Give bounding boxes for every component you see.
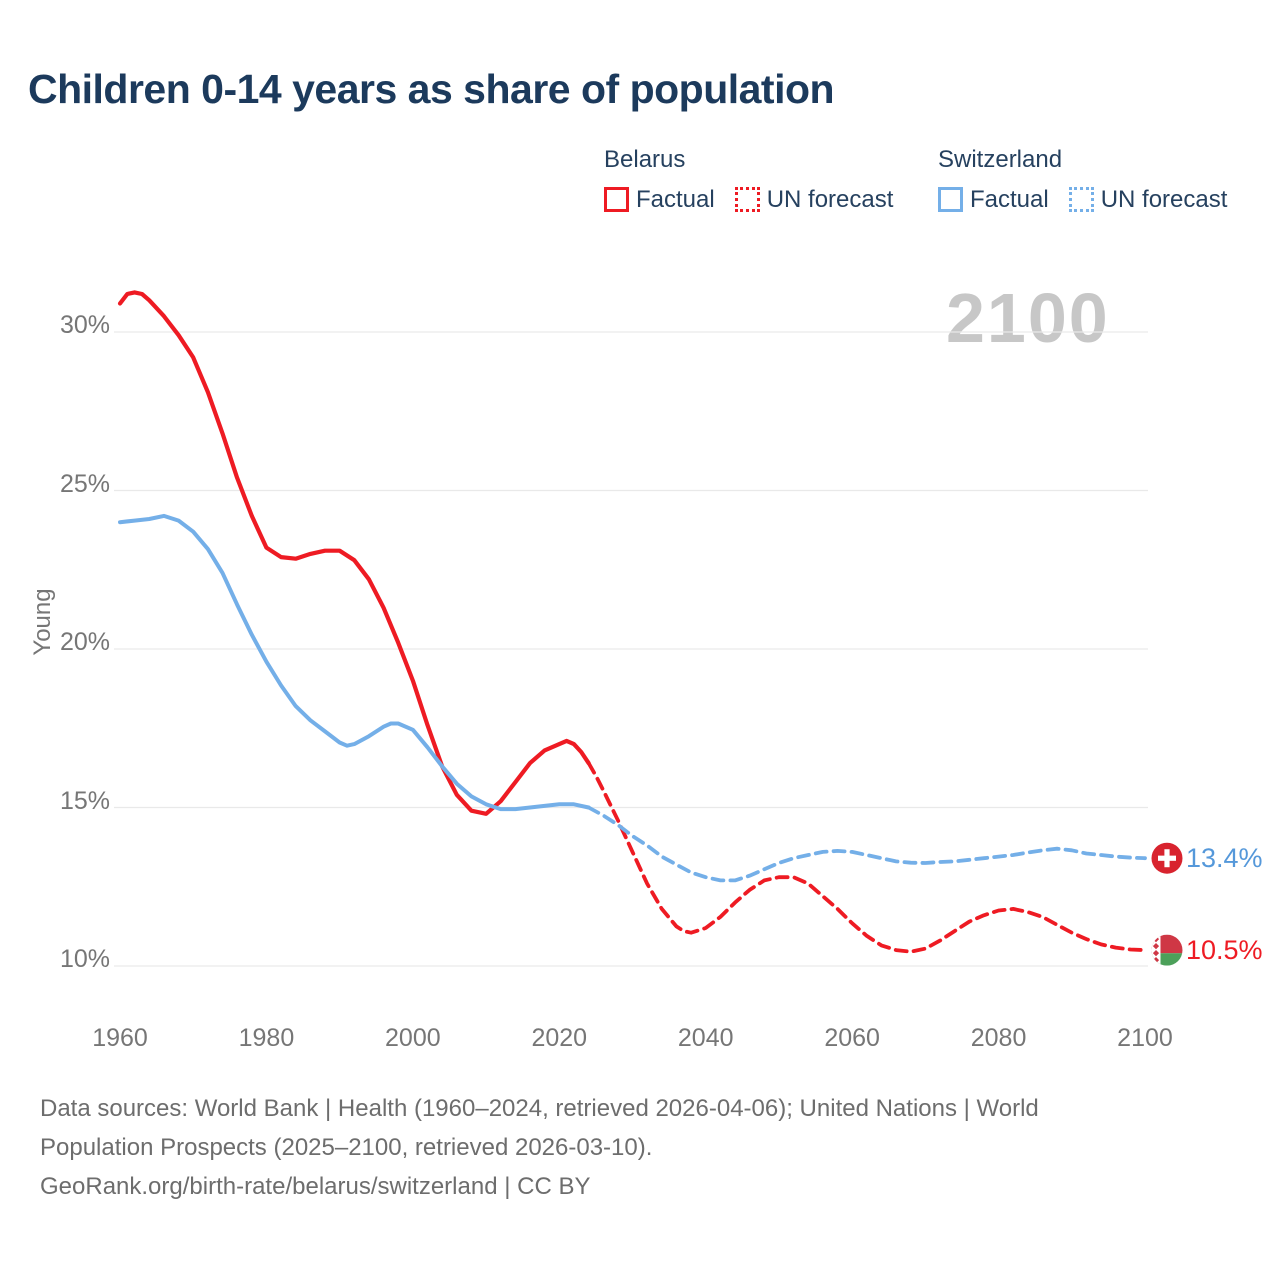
legend-items-switzerland: Factual UN forecast — [938, 187, 1227, 212]
x-tick-label: 2100 — [1117, 1024, 1173, 1052]
data-sources-line-2: Population Prospects (2025–2100, retriev… — [40, 1134, 653, 1161]
legend-item-label: UN forecast — [766, 186, 894, 213]
x-tick-label: 2020 — [531, 1024, 588, 1052]
belarus-end-value-label: 10.5% — [1185, 935, 1263, 966]
series-belarus-forecast-line — [586, 761, 1147, 954]
y-axis-title: Young — [29, 588, 56, 656]
switzerland-factual-swatch-icon — [938, 187, 963, 212]
y-tick-label: 10% — [59, 945, 110, 973]
belarus-factual-swatch-icon — [604, 187, 629, 212]
legend-group-switzerland: Switzerland Factual UN forecast — [938, 146, 1227, 212]
legend-group-belarus: Belarus Factual UN forecast — [604, 146, 893, 212]
legend-item-belarus-forecast[interactable]: UN forecast — [734, 186, 894, 213]
legend-item-switzerland-forecast[interactable]: UN forecast — [1068, 186, 1228, 213]
belarus-flag-icon — [1151, 934, 1183, 966]
watermark-year: 2100 — [946, 279, 1110, 357]
legend-item-label: Factual — [970, 186, 1049, 213]
switzerland-end-value-label: 13.4% — [1185, 843, 1263, 874]
data-sources-line-3[interactable]: GeoRank.org/birth-rate/belarus/switzerla… — [40, 1173, 591, 1200]
page-title: Children 0-14 years as share of populati… — [28, 66, 835, 112]
legend-item-belarus-factual[interactable]: Factual — [604, 187, 715, 212]
legend-group-belarus-name: Belarus — [604, 146, 686, 173]
switzerland-flag-icon — [1151, 842, 1183, 874]
legend-items-belarus: Factual UN forecast — [604, 187, 893, 212]
series-switzerland-forecast-line — [586, 805, 1147, 883]
data-sources-line-1: Data sources: World Bank | Health (1960–… — [40, 1095, 1039, 1122]
x-tick-label: 2040 — [677, 1024, 734, 1052]
switzerland-forecast-swatch-icon — [1068, 187, 1094, 212]
x-tick-label: 1960 — [92, 1024, 148, 1052]
y-tick-label: 25% — [59, 469, 110, 498]
x-tick-label: 2000 — [385, 1024, 441, 1052]
y-tick-label: 20% — [59, 628, 110, 656]
data-sources: Data sources: World Bank | Health (1960–… — [40, 1089, 1039, 1206]
belarus-forecast-swatch-icon — [734, 187, 760, 212]
legend-item-label: UN forecast — [1100, 186, 1228, 213]
legend-group-switzerland-name: Switzerland — [938, 146, 1063, 173]
legend-item-label: Factual — [636, 186, 715, 213]
series-switzerland-factual-line — [118, 513, 591, 812]
x-tick-label: 1980 — [238, 1024, 295, 1052]
y-tick-label: 30% — [59, 311, 110, 339]
x-tick-label: 2060 — [824, 1024, 880, 1052]
x-tick-label: 2080 — [970, 1024, 1027, 1052]
series-belarus-factual-line — [117, 290, 591, 816]
legend-item-switzerland-factual[interactable]: Factual — [938, 187, 1049, 212]
y-tick-label: 15% — [59, 786, 110, 815]
